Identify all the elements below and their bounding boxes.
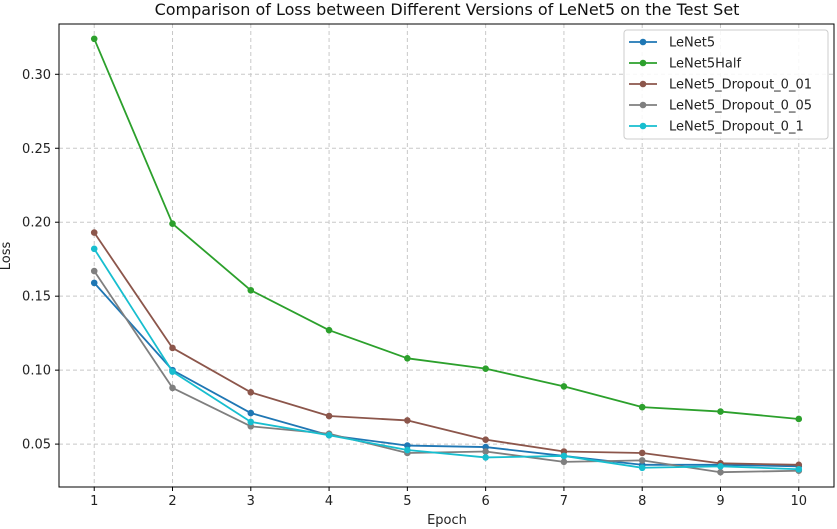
data-point — [560, 452, 568, 460]
plot-frame — [58, 23, 835, 488]
y-tick-label: 0.15 — [22, 290, 51, 305]
legend-label: LeNet5_Dropout_0_01 — [669, 78, 812, 93]
x-ticks: 1 2 3 4 5 6 7 8 9 10 — [90, 487, 807, 509]
data-point — [404, 355, 411, 362]
data-point — [247, 286, 255, 294]
legend-entry: LeNet5 — [629, 36, 715, 51]
series-LeNet5Half — [90, 35, 803, 423]
legend-entry: LeNet5_Dropout_0_1 — [629, 120, 804, 135]
x-tick-label: 1 — [90, 494, 98, 509]
data-point — [169, 220, 176, 227]
data-point — [90, 279, 98, 287]
legend-label: LeNet5 — [669, 36, 715, 51]
x-tick-label: 8 — [638, 494, 646, 509]
legend-label: LeNet5_Dropout_0_05 — [669, 99, 812, 114]
series-LeNet5_Dropout_0_1 — [90, 245, 803, 473]
data-point — [795, 415, 803, 423]
y-tick-label: 0.20 — [22, 216, 51, 231]
data-point — [482, 436, 489, 443]
series-line — [93, 38, 799, 420]
data-point — [90, 35, 98, 43]
data-point — [482, 365, 489, 372]
x-tick-label: 7 — [560, 494, 568, 509]
data-point — [638, 449, 646, 457]
data-point — [638, 464, 646, 472]
data-point — [482, 448, 489, 455]
legend-marker — [639, 59, 647, 67]
data-point — [325, 412, 333, 420]
data-point — [638, 457, 646, 464]
legend-marker — [639, 101, 647, 109]
chart-title: Comparison of Loss between Different Ver… — [155, 0, 740, 19]
data-point — [795, 465, 803, 473]
data-point — [169, 344, 176, 352]
legend-marker — [639, 122, 647, 130]
series-line — [93, 248, 799, 471]
x-tick-label: 5 — [403, 494, 411, 509]
x-tick-label: 10 — [790, 494, 807, 509]
legend: LeNet5 LeNet5Half LeNet5_Dropout_0_01 LeNet… — [623, 29, 829, 140]
y-ticks: 0.05 0.10 0.15 0.20 0.25 0.30 — [22, 68, 59, 453]
legend-marker — [639, 80, 647, 88]
y-tick-label: 0.05 — [22, 438, 51, 453]
legend-label: LeNet5_Dropout_0_1 — [669, 120, 804, 135]
data-point — [482, 454, 489, 461]
y-tick-label: 0.25 — [22, 142, 51, 157]
data-point — [169, 368, 176, 375]
data-point — [247, 389, 255, 396]
data-point — [247, 409, 255, 417]
legend-entry: LeNet5Half — [629, 57, 741, 72]
data-point — [638, 403, 646, 411]
x-axis-label: Epoch — [427, 513, 467, 528]
data-point — [90, 229, 98, 236]
series-line — [93, 232, 799, 466]
data-point — [560, 458, 568, 466]
x-tick-label: 4 — [325, 494, 333, 509]
data-point — [404, 446, 411, 454]
x-tick-label: 9 — [716, 494, 724, 509]
data-point — [247, 418, 255, 426]
series-layer — [90, 35, 803, 476]
legend-entry: LeNet5_Dropout_0_01 — [629, 78, 812, 93]
y-tick-label: 0.10 — [22, 364, 51, 379]
data-point — [717, 462, 724, 470]
y-axis-label: Loss — [0, 242, 14, 271]
legend-label: LeNet5Half — [669, 57, 741, 72]
y-tick-label: 0.30 — [22, 68, 51, 83]
data-point — [90, 245, 98, 253]
data-point — [717, 408, 724, 415]
x-tick-label: 2 — [168, 494, 176, 509]
series-line — [93, 282, 799, 468]
data-point — [717, 468, 724, 476]
x-tick-label: 3 — [247, 494, 255, 509]
legend-entry: LeNet5_Dropout_0_05 — [629, 99, 812, 114]
data-point — [90, 267, 98, 275]
data-point — [169, 384, 176, 392]
legend-box — [623, 29, 829, 140]
data-point — [325, 326, 333, 334]
data-point — [325, 431, 333, 439]
data-point — [560, 383, 568, 390]
x-tick-label: 6 — [482, 494, 490, 509]
data-point — [404, 417, 411, 424]
legend-marker — [639, 38, 647, 46]
